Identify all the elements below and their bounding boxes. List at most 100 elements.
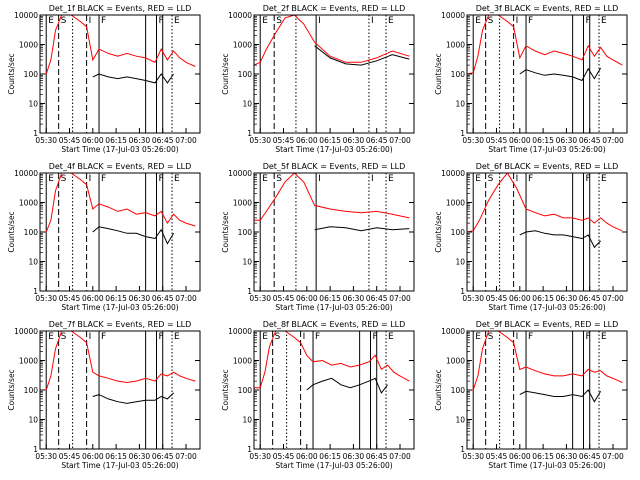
- y-tick-label: 1: [33, 129, 38, 138]
- x-tick-label: 05:45: [273, 452, 295, 461]
- event-marker-label: S: [488, 174, 494, 184]
- event-marker-label: E: [601, 332, 607, 342]
- events-series-line: [92, 392, 174, 404]
- lld-series-line: [40, 15, 196, 75]
- x-tick-label: 06:15: [532, 136, 554, 145]
- x-tick-label: 06:30: [129, 294, 151, 303]
- x-axis-label: Start Time (17-Jul-03 05:26:00): [61, 461, 178, 470]
- x-tick-label: 06:30: [343, 452, 365, 461]
- event-marker-label: I: [89, 174, 92, 184]
- event-marker-label: S: [488, 332, 494, 342]
- x-tick-label: 05:30: [249, 294, 271, 303]
- x-tick-label: 05:30: [35, 452, 57, 461]
- x-tick-label: 06:45: [366, 294, 388, 303]
- x-axis-label: Start Time (17-Jul-03 05:26:00): [275, 303, 392, 312]
- event-marker-label: S: [61, 174, 67, 184]
- event-marker-label: F: [528, 332, 533, 342]
- y-tick-label: 10000: [228, 169, 252, 178]
- event-marker-label: I: [89, 16, 92, 26]
- x-tick-label: 06:00: [296, 452, 318, 461]
- x-tick-label: 06:15: [319, 452, 341, 461]
- plot-frame: [466, 330, 628, 450]
- x-tick-label: 06:30: [556, 294, 578, 303]
- y-axis-label: Counts/sec: [221, 53, 230, 94]
- x-tick-label: 05:45: [486, 294, 508, 303]
- y-tick-label: 1: [33, 445, 38, 454]
- x-axis-label: Start Time (17-Jul-03 05:26:00): [61, 303, 178, 312]
- x-tick-label: 06:30: [556, 136, 578, 145]
- lld-series-line: [467, 15, 623, 75]
- event-marker-label: F: [586, 16, 591, 26]
- x-tick-label: 06:45: [152, 452, 174, 461]
- y-tick-label: 1000: [233, 357, 252, 366]
- y-tick-label: 10000: [14, 169, 38, 178]
- y-axis-label: Counts/sec: [434, 369, 443, 410]
- event-marker-label: F: [101, 332, 106, 342]
- event-marker-label: S: [275, 332, 281, 342]
- event-marker-label: E: [262, 332, 268, 342]
- plot-frame: [466, 172, 628, 292]
- y-tick-label: 1: [247, 287, 252, 296]
- event-marker-label: E: [174, 16, 180, 26]
- y-tick-label: 10: [28, 100, 38, 109]
- x-tick-label: 05:45: [273, 294, 295, 303]
- plot-frame: [39, 330, 201, 450]
- y-tick-label: 10000: [14, 11, 38, 20]
- x-tick-label: 06:15: [532, 294, 554, 303]
- event-marker-label: I: [89, 332, 92, 342]
- y-tick-label: 100: [24, 386, 39, 395]
- x-tick-label: 06:15: [319, 136, 341, 145]
- y-tick-label: 1000: [19, 41, 38, 50]
- x-tick-label: 07:00: [175, 452, 197, 461]
- event-marker-label: I: [516, 174, 519, 184]
- x-tick-label: 05:45: [59, 294, 81, 303]
- panel-title: Det_4f BLACK = Events, RED = LLD: [49, 162, 192, 171]
- panel-title: Det_8f BLACK = Events, RED = LLD: [263, 320, 406, 329]
- plot-frame: [39, 14, 201, 134]
- x-tick-label: 06:15: [319, 294, 341, 303]
- x-tick-label: 05:30: [35, 136, 57, 145]
- x-tick-label: 05:30: [35, 294, 57, 303]
- x-tick-label: 06:45: [366, 452, 388, 461]
- events-series-line: [306, 377, 388, 394]
- event-marker-label: F: [528, 174, 533, 184]
- y-tick-label: 10000: [441, 169, 465, 178]
- x-tick-label: 07:00: [389, 294, 411, 303]
- x-axis-label: Start Time (17-Jul-03 05:26:00): [275, 145, 392, 154]
- y-tick-label: 1: [33, 287, 38, 296]
- y-tick-label: 10: [455, 100, 465, 109]
- x-tick-label: 06:00: [296, 294, 318, 303]
- x-tick-label: 06:00: [509, 452, 531, 461]
- lld-series-line: [40, 331, 196, 391]
- x-axis-label: Start Time (17-Jul-03 05:26:00): [488, 145, 605, 154]
- lld-series-line: [467, 331, 623, 391]
- x-tick-label: 06:00: [82, 452, 104, 461]
- lld-series-line: [254, 331, 410, 389]
- y-tick-label: 100: [238, 386, 253, 395]
- x-tick-label: 06:00: [82, 136, 104, 145]
- x-tick-label: 06:30: [129, 136, 151, 145]
- y-axis-label: Counts/sec: [221, 369, 230, 410]
- event-marker-label: F: [586, 174, 591, 184]
- event-marker-label: I: [371, 16, 374, 26]
- event-marker-label: F: [315, 332, 320, 342]
- y-tick-label: 10000: [228, 11, 252, 20]
- x-tick-label: 07:00: [602, 452, 624, 461]
- event-marker-label: E: [48, 174, 54, 184]
- y-tick-label: 1: [247, 129, 252, 138]
- plot-frame: [466, 14, 628, 134]
- y-axis-label: Counts/sec: [434, 53, 443, 94]
- x-tick-label: 07:00: [175, 136, 197, 145]
- x-tick-label: 06:15: [532, 452, 554, 461]
- plot-frame: [39, 172, 201, 292]
- x-tick-label: 05:45: [59, 136, 81, 145]
- x-axis-label: Start Time (17-Jul-03 05:26:00): [488, 303, 605, 312]
- event-marker-label: S: [276, 174, 282, 184]
- x-tick-label: 06:45: [366, 136, 388, 145]
- x-axis-label: Start Time (17-Jul-03 05:26:00): [488, 461, 605, 470]
